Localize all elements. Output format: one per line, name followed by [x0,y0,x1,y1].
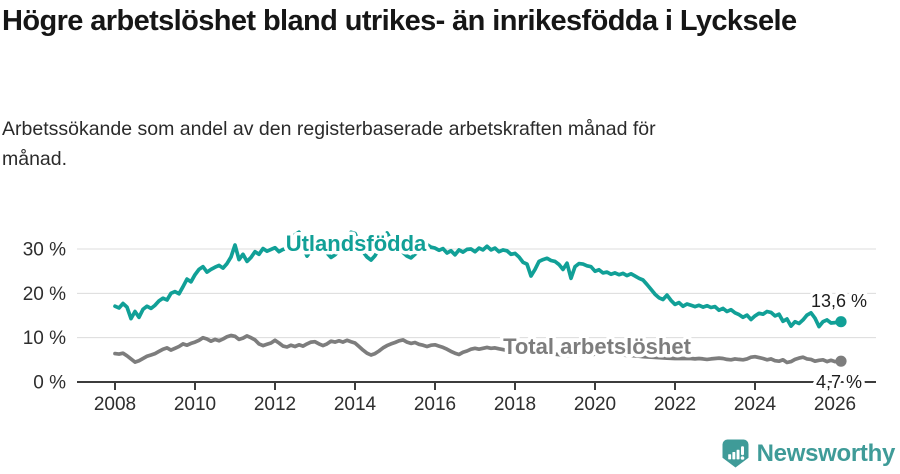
x-tick-label: 2026 [814,394,856,415]
series-label-utlandsfodda: Utlandsfödda [286,231,427,256]
x-tick-label: 2022 [654,394,696,415]
series-end-dot [835,355,847,367]
newsworthy-logo-icon [722,439,749,468]
newsworthy-brand-name: Newsworthy [756,439,896,467]
x-axis [77,381,876,390]
y-tick-label: 10 % [23,328,66,349]
series-label-total: Total arbetslöshet [503,334,692,359]
series-end-value-label: 13,6 % [811,291,867,311]
x-axis-tick-labels: 2008 2010 2012 2014 2016 2018 2020 2022 2024 2026 [94,394,856,415]
series-end-dots [835,316,847,367]
y-axis-tick-labels: 0 % 10 % 20 % 30 % [23,240,66,394]
chart-title: Högre arbetslöshet bland utrikes- än inr… [2,5,797,37]
x-tick-label: 2014 [334,394,377,415]
y-tick-label: 0 % [33,373,66,394]
x-tick-label: 2010 [174,394,216,415]
series-lines [113,230,841,365]
series-line-total [113,333,841,365]
x-tick-label: 2012 [254,394,296,415]
series-end-value-label: 4,7 % [816,372,862,392]
x-tick-label: 2016 [414,394,456,415]
x-tick-label: 2018 [494,394,536,415]
series-end-dot [835,316,847,328]
series-line-utlandsfodda [113,230,841,329]
newsworthy-brand: Newsworthy [722,439,895,468]
x-tick-label: 2024 [734,394,777,415]
y-tick-label: 20 % [23,284,66,305]
series-labels: Utlandsfödda Total arbetslöshet [282,228,695,363]
series-end-value-labels: 13,6 % 4,7 % [807,288,870,396]
chart-subtitle: Arbetssökande som andel av den registerb… [2,118,656,170]
x-tick-label: 2020 [574,394,616,415]
y-tick-label: 30 % [23,240,66,261]
x-tick-label: 2008 [94,394,136,415]
gridlines [77,248,876,339]
